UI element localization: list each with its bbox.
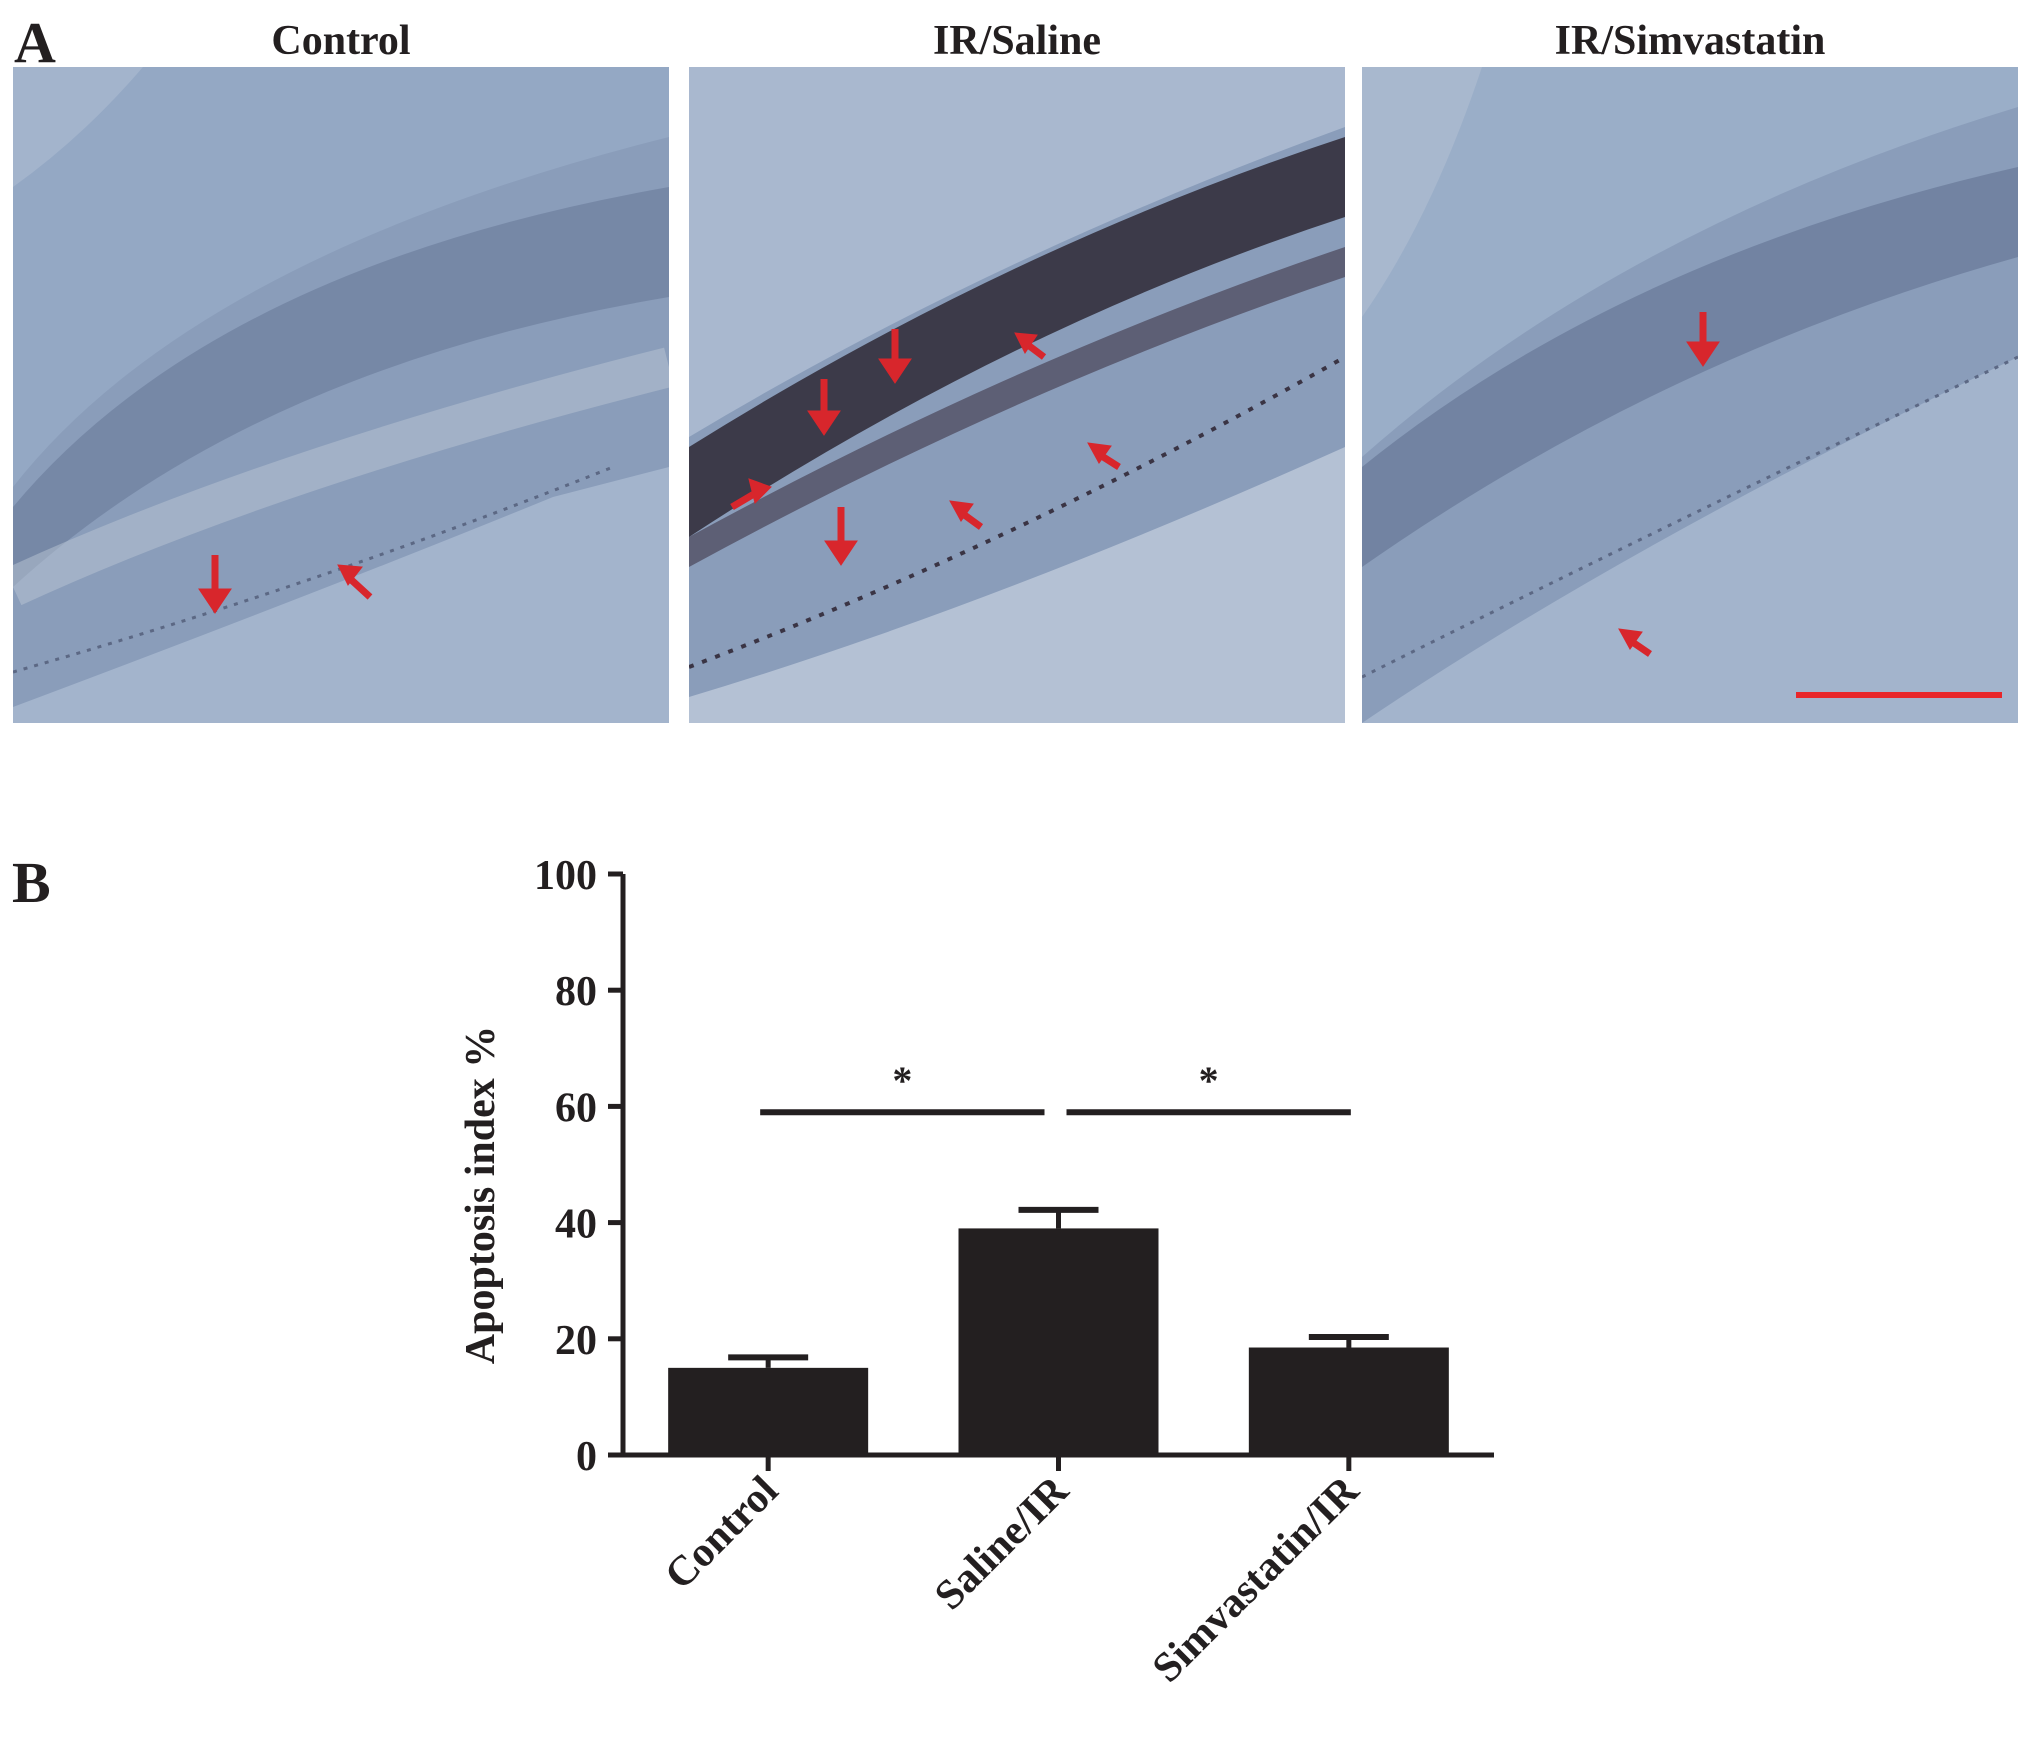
- apoptotic-cell-arrows: [198, 555, 373, 614]
- bar: [668, 1367, 869, 1455]
- bar: [1248, 1347, 1449, 1455]
- y-tick-label: 0: [576, 1434, 597, 1480]
- micrograph-title-ir-saline: IR/Saline: [932, 18, 1102, 64]
- significance-asterisk: *: [1199, 1058, 1219, 1103]
- micrograph-title-control: Control: [271, 18, 411, 64]
- y-tick-label: 80: [555, 969, 597, 1015]
- y-tick-label: 100: [534, 853, 597, 899]
- significance-asterisk: *: [892, 1058, 912, 1103]
- micrograph-ir-simvastatin: [1362, 67, 2018, 723]
- scale-bar: [1796, 692, 2002, 698]
- y-tick-label: 60: [555, 1085, 597, 1131]
- apoptotic-cell-arrows: [730, 329, 1121, 566]
- micrograph-control: [13, 67, 669, 723]
- x-tick-label: Saline/IR: [926, 1467, 1078, 1619]
- apoptotic-cell-arrows: [1618, 312, 1720, 657]
- micrograph-ir-saline: [689, 67, 1345, 723]
- y-axis-label: Apoptosis index %: [458, 1026, 504, 1364]
- panel-a-label: A: [14, 10, 56, 75]
- micrograph-title-ir-simvastatin: IR/Simvastatin: [1554, 18, 1826, 64]
- bar: [958, 1228, 1159, 1455]
- panel-b-label: B: [12, 850, 51, 915]
- x-tick-label: Control: [656, 1468, 787, 1599]
- y-tick-label: 40: [555, 1202, 597, 1248]
- y-tick-label: 20: [555, 1318, 597, 1364]
- x-tick-label: Simvastatin/IR: [1144, 1467, 1368, 1691]
